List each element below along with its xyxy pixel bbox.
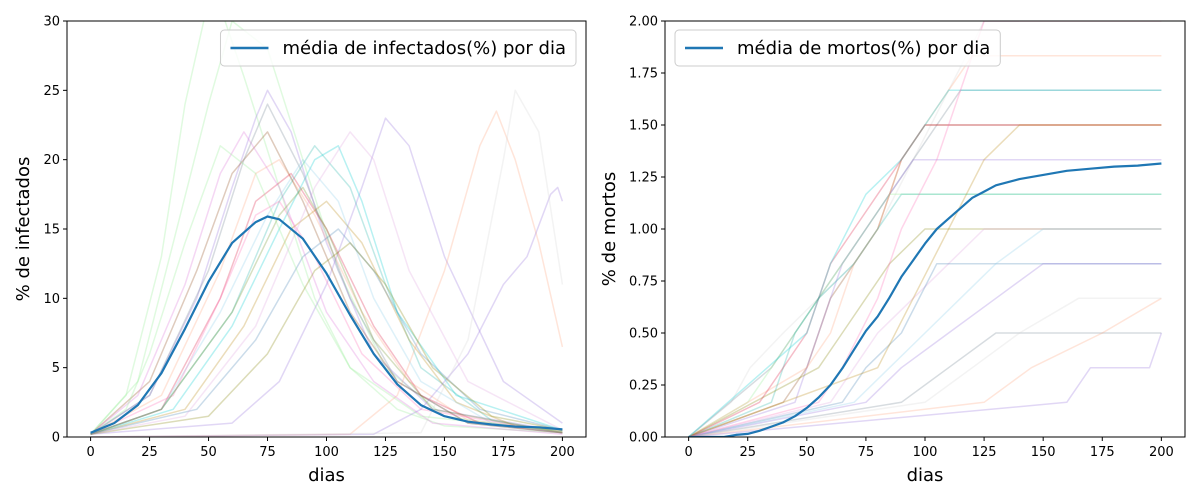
y-tick-label: 0.00 [629,431,658,446]
simulation-line-2 [90,89,563,435]
x-tick-label: 75 [259,445,276,460]
x-tick-label: 125 [373,445,398,460]
mean-series-line [90,215,563,434]
simulation-line-7 [688,228,1162,437]
simulation-line-6 [688,193,1162,437]
simulation-line-9 [688,262,1162,437]
y-tick-label: 10 [43,292,60,307]
simulation-line-15 [90,228,563,435]
simulation-line-7 [90,172,563,435]
simulation-line-9 [90,131,563,435]
simulation-line-19 [90,145,563,435]
x-tick-label: 50 [200,445,217,460]
x-tick-label: 75 [858,445,875,460]
simulation-line-16 [90,110,564,437]
x-tick-label: 175 [491,445,516,460]
legend-label: média de mortos(%) por dia [737,38,990,59]
y-tick-label: 2.00 [629,15,658,30]
y-tick-label: 1.75 [629,67,658,82]
y-tick-label: 0.25 [629,379,658,394]
simulation-line-17 [90,186,564,437]
y-tick-label: 25 [43,84,60,99]
simulation-line-3 [90,158,563,435]
legend-label: média de infectados(%) por dia [282,38,566,59]
y-tick-label: 0.50 [629,327,658,342]
x-tick-label: 100 [314,445,339,460]
simulation-line-18 [90,89,564,437]
x-tick-label: 0 [684,445,692,460]
x-tick-label: 150 [1031,445,1056,460]
x-tick-label: 0 [86,445,94,460]
simulation-line-1 [688,89,1162,437]
simulation-line-21 [90,131,563,435]
simulation-line-11 [688,228,1162,437]
y-tick-label: 5 [52,361,60,376]
y-tick-label: 0.75 [629,275,658,290]
legend-box [674,29,1001,67]
simulation-line-4 [90,145,563,435]
simulation-line-13 [90,200,563,435]
x-tick-label: 100 [913,445,938,460]
y-axis-title: % de mortos [599,172,620,286]
x-tick-label: 200 [550,445,575,460]
legend: média de infectados(%) por dia [219,29,577,67]
simulation-line-17 [688,124,1162,437]
y-tick-label: 1.50 [629,119,658,134]
simulation-line-8 [90,145,563,435]
x-axis-title: dias [308,465,345,486]
simulation-line-0 [90,21,563,435]
x-axis-title: dias [907,465,944,486]
y-axis-title: % de infectados [13,157,34,302]
y-tick-label: 15 [43,223,60,238]
simulation-line-20 [90,242,563,435]
deaths-chart: 0 25 50 75 100 125 150 175 200 0.00 0.25 0.50 0.75 1.… [599,15,1186,486]
legend-box [219,29,577,67]
simulation-line-8 [688,228,1162,437]
simulation-line-10 [688,124,1162,437]
y-tick-label: 0 [52,431,60,446]
infected-chart: 0 25 50 75 100 125 150 175 200 0 5 10 15 20 25 30 dias % … [13,15,587,486]
y-tick-label: 1.25 [629,171,658,186]
simulation-line-14 [90,186,563,435]
x-tick-label: 175 [1090,445,1115,460]
simulation-line-12 [688,262,1162,437]
simulation-line-6 [90,131,563,435]
legend: média de mortos(%) por dia [674,29,1001,67]
simulation-line-11 [90,200,563,435]
y-tick-label: 1.00 [629,223,658,238]
plot-area [90,21,564,437]
x-tick-label: 125 [972,445,997,460]
x-tick-label: 25 [141,445,158,460]
simulation-line-14 [688,297,1162,437]
x-tick-label: 200 [1149,445,1174,460]
y-tick-label: 30 [43,15,60,30]
y-tick-label: 20 [43,153,60,168]
simulation-line-12 [90,158,563,435]
x-tick-label: 150 [432,445,457,460]
simulation-line-0 [688,21,1020,437]
simulation-line-13 [688,332,1162,437]
x-tick-label: 50 [799,445,816,460]
simulation-line-2 [688,124,1162,437]
simulation-line-5 [688,54,1162,437]
simulation-line-18 [688,89,1162,437]
x-tick-label: 25 [739,445,756,460]
simulation-line-10 [90,103,563,435]
simulation-line-16 [688,297,1162,437]
mean-series-line [688,162,1162,437]
simulation-line-3 [688,158,1162,437]
simulation-line-5 [90,117,563,435]
simulation-line-4 [688,193,1162,437]
simulation-line-15 [688,332,1163,437]
